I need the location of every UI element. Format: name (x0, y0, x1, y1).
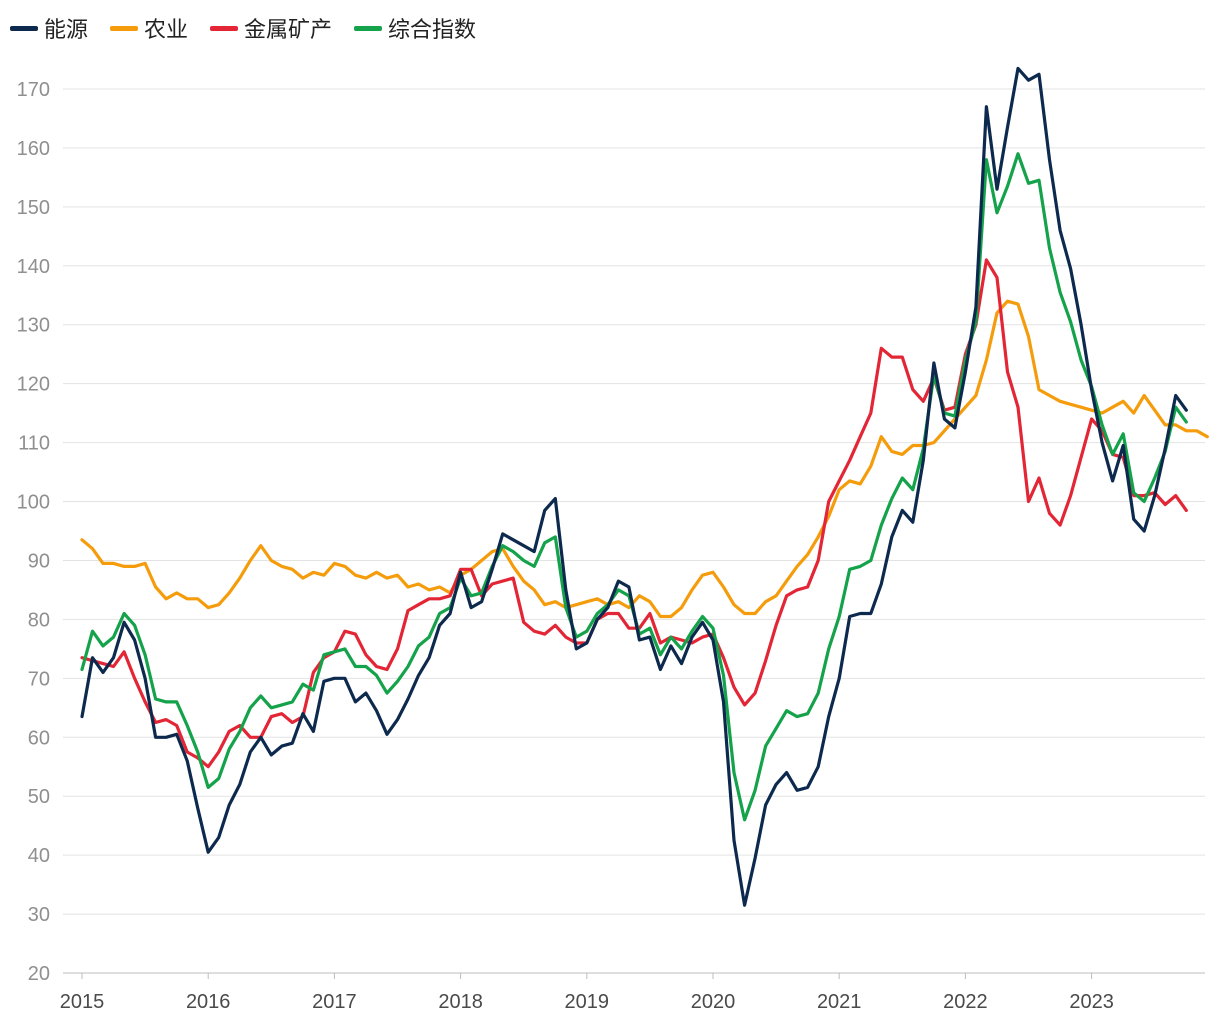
x-tick-label-2022: 2022 (943, 991, 988, 1013)
legend-swatch-agriculture (110, 25, 139, 31)
x-tick-label-2021: 2021 (817, 991, 862, 1013)
x-tick-label-2016: 2016 (186, 991, 231, 1013)
series-line-energy[interactable] (80, 66, 1188, 907)
x-tick-label-2018: 2018 (438, 991, 483, 1013)
y-tick-label-120: 120 (17, 374, 50, 396)
y-axis-ticks: 20 30 40 50 60 70 80 90 100 110 120 130 140 150 160 170 (17, 79, 50, 985)
y-tick-label-100: 100 (17, 492, 50, 514)
y-tick-label-140: 140 (17, 256, 50, 278)
y-tick-label-20: 20 (28, 963, 50, 985)
series-line-composite-index[interactable] (80, 152, 1188, 822)
x-tick-label-2020: 2020 (691, 991, 736, 1013)
y-tick-label-50: 50 (28, 786, 50, 808)
y-tick-label-90: 90 (28, 550, 50, 572)
legend-item-agriculture[interactable]: 农业 (110, 12, 188, 44)
legend-item-energy[interactable]: 能源 (10, 12, 88, 44)
y-tick-label-160: 160 (17, 138, 50, 160)
series-line-metals-minerals[interactable] (80, 258, 1188, 769)
legend-label-metals-minerals: 金属矿产 (244, 18, 333, 43)
legend-item-metals-minerals[interactable]: 金属矿产 (210, 12, 332, 44)
y-tick-label-60: 60 (28, 727, 50, 749)
x-tick-label-2023: 2023 (1069, 991, 1114, 1013)
legend-swatch-composite-index (354, 25, 383, 31)
x-axis-ticks: 2015 2016 2017 2018 2019 2020 2021 2022 2023 (60, 973, 1114, 1013)
legend-swatch-energy (10, 25, 38, 31)
y-tick-label-130: 130 (17, 315, 50, 337)
legend-item-composite-index[interactable]: 综合指数 (354, 12, 476, 44)
legend-label-agriculture: 农业 (144, 18, 189, 43)
legend-swatch-metals-minerals (210, 25, 239, 31)
x-tick-label-2019: 2019 (565, 991, 610, 1013)
x-tick-label-2015: 2015 (60, 991, 105, 1013)
y-tick-label-170: 170 (17, 79, 50, 101)
y-tick-label-70: 70 (28, 668, 50, 690)
series-line-agriculture[interactable] (80, 299, 1209, 619)
chart-legend: 能源 农业 金属矿产 综合指数 (10, 10, 498, 46)
y-tick-label-80: 80 (28, 609, 50, 631)
grid-lines (63, 88, 1205, 974)
legend-label-composite-index: 综合指数 (388, 18, 477, 43)
x-tick-label-2017: 2017 (312, 991, 357, 1013)
y-tick-label-110: 110 (18, 433, 50, 455)
y-tick-label-40: 40 (28, 845, 50, 867)
y-tick-label-30: 30 (28, 904, 50, 926)
y-tick-label-150: 150 (17, 197, 50, 219)
legend-label-energy: 能源 (44, 18, 89, 43)
series-lines (80, 66, 1209, 907)
